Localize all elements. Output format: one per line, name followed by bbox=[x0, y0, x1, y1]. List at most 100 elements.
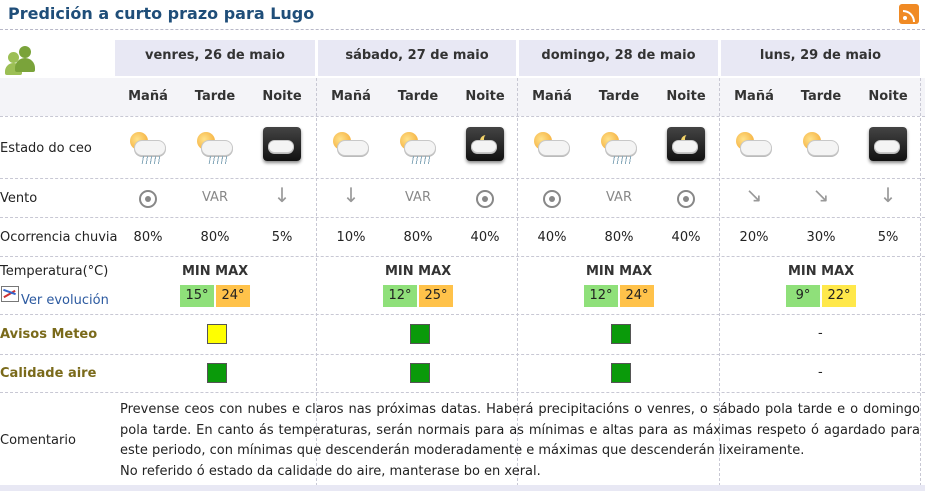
period-label: Mañá bbox=[331, 89, 371, 104]
temperature-min: 12° bbox=[584, 285, 618, 307]
cloud-shape bbox=[404, 140, 436, 156]
column-divider bbox=[920, 78, 921, 486]
min-max-header: MIN MAX bbox=[788, 264, 855, 279]
period-label: Tarde bbox=[598, 89, 640, 104]
rain-probability: 5% bbox=[271, 230, 293, 245]
bottom-bar bbox=[0, 485, 925, 491]
row-label-air-quality[interactable]: Calidade aire bbox=[0, 366, 97, 381]
min-max-header: MIN MAX bbox=[182, 264, 249, 279]
wind-arrow-icon: ↓ bbox=[342, 183, 360, 207]
comment-paragraph: Prevense ceos con nubes e claros nas pró… bbox=[120, 402, 920, 458]
wind-variable-label: VAR bbox=[202, 190, 228, 205]
day-header-3: domingo, 28 de maio bbox=[519, 40, 718, 76]
wind-variable-label: VAR bbox=[405, 190, 431, 205]
cloudy-sun-rain-icon bbox=[193, 126, 237, 168]
warning-indicator[interactable] bbox=[207, 324, 227, 344]
rain-probability: 80% bbox=[403, 230, 433, 245]
cloud-shape bbox=[538, 140, 570, 156]
rain-probability: 40% bbox=[671, 230, 701, 245]
wind-arrow-icon: ↘ bbox=[745, 183, 763, 207]
cloudy-sun-icon bbox=[732, 126, 776, 168]
warning-indicator[interactable] bbox=[611, 324, 631, 344]
row-label-temperature: Temperatura(°C) bbox=[0, 264, 109, 279]
rain-probability: 80% bbox=[604, 230, 634, 245]
rain-shape bbox=[207, 156, 227, 164]
rain-shape bbox=[410, 156, 430, 164]
temperature-max: 24° bbox=[620, 285, 654, 307]
chart-icon[interactable] bbox=[1, 286, 19, 302]
cloud-shape bbox=[134, 140, 166, 156]
rain-probability: 20% bbox=[739, 230, 769, 245]
night-moon-cloud-icon bbox=[466, 127, 504, 161]
period-label: Tarde bbox=[397, 89, 439, 104]
row-divider bbox=[0, 116, 925, 117]
cloud-shape bbox=[605, 140, 637, 156]
temperature-max: 25° bbox=[419, 285, 453, 307]
row-divider bbox=[0, 217, 925, 218]
rain-shape bbox=[140, 156, 160, 164]
period-label: Tarde bbox=[800, 89, 842, 104]
period-label: Mañá bbox=[734, 89, 774, 104]
row-label-warnings[interactable]: Avisos Meteo bbox=[0, 327, 98, 342]
rain-probability: 80% bbox=[133, 230, 163, 245]
title-divider bbox=[0, 29, 925, 30]
temperature-min: 15° bbox=[180, 285, 214, 307]
cloud-shape bbox=[740, 140, 772, 156]
cloud-shape bbox=[268, 140, 294, 153]
cloud-shape bbox=[672, 140, 698, 153]
air-quality-indicator[interactable] bbox=[611, 363, 631, 383]
min-max-header: MIN MAX bbox=[385, 264, 452, 279]
air-quality-indicator-none: - bbox=[818, 365, 823, 380]
rain-probability: 40% bbox=[537, 230, 567, 245]
wind-arrow-icon: ↘ bbox=[812, 183, 830, 207]
day-header-2: sábado, 27 de maio bbox=[318, 40, 516, 76]
cloud-shape bbox=[201, 140, 233, 156]
rain-shape bbox=[611, 156, 631, 164]
cloudy-sun-icon bbox=[799, 126, 843, 168]
row-label-rain: Ocorrencia chuvia bbox=[0, 230, 118, 245]
row-divider bbox=[0, 256, 925, 257]
row-divider bbox=[0, 314, 925, 315]
rain-probability: 40% bbox=[470, 230, 500, 245]
rain-probability: 30% bbox=[806, 230, 836, 245]
cloudy-sun-icon bbox=[530, 126, 574, 168]
night-cloud-icon bbox=[263, 127, 301, 161]
period-label: Mañá bbox=[128, 89, 168, 104]
night-moon-cloud-icon bbox=[667, 127, 705, 161]
temperature-max: 22° bbox=[822, 285, 856, 307]
rain-probability: 5% bbox=[877, 230, 899, 245]
rain-probability: 10% bbox=[336, 230, 366, 245]
wind-calm-icon bbox=[476, 190, 494, 208]
rss-icon[interactable] bbox=[899, 4, 919, 24]
cloud-shape bbox=[471, 140, 497, 153]
air-quality-indicator[interactable] bbox=[207, 363, 227, 383]
air-quality-indicator[interactable] bbox=[410, 363, 430, 383]
cloudy-sun-rain-icon bbox=[597, 126, 641, 168]
periods-row bbox=[0, 78, 925, 116]
cloudy-sun-icon bbox=[329, 126, 373, 168]
column-divider bbox=[719, 78, 720, 486]
day-header-1: venres, 26 de maio bbox=[115, 40, 315, 76]
cloudy-sun-rain-icon bbox=[126, 126, 170, 168]
wind-calm-icon bbox=[677, 190, 695, 208]
period-label: Noite bbox=[262, 89, 302, 104]
evolution-link[interactable]: Ver evolución bbox=[21, 293, 109, 308]
warning-indicator[interactable] bbox=[410, 324, 430, 344]
wind-arrow-icon: ↓ bbox=[273, 183, 291, 207]
comment-paragraph: No referido ó estado da calidade do aire… bbox=[120, 463, 541, 479]
rain-probability: 80% bbox=[200, 230, 230, 245]
column-divider bbox=[316, 78, 317, 486]
page-title: Predición a curto prazo para Lugo bbox=[8, 4, 315, 23]
warning-indicator-none: - bbox=[818, 326, 823, 341]
period-label: Tarde bbox=[194, 89, 236, 104]
wind-calm-icon bbox=[139, 190, 157, 208]
column-divider bbox=[517, 78, 518, 486]
period-label: Noite bbox=[666, 89, 706, 104]
users-icon bbox=[5, 44, 37, 76]
temperature-min: 12° bbox=[383, 285, 417, 307]
row-divider bbox=[0, 354, 925, 355]
night-cloud-icon bbox=[869, 127, 907, 161]
day-header-4: luns, 29 de maio bbox=[721, 40, 920, 76]
cloudy-sun-rain-icon bbox=[396, 126, 440, 168]
cloud-shape bbox=[337, 140, 369, 156]
